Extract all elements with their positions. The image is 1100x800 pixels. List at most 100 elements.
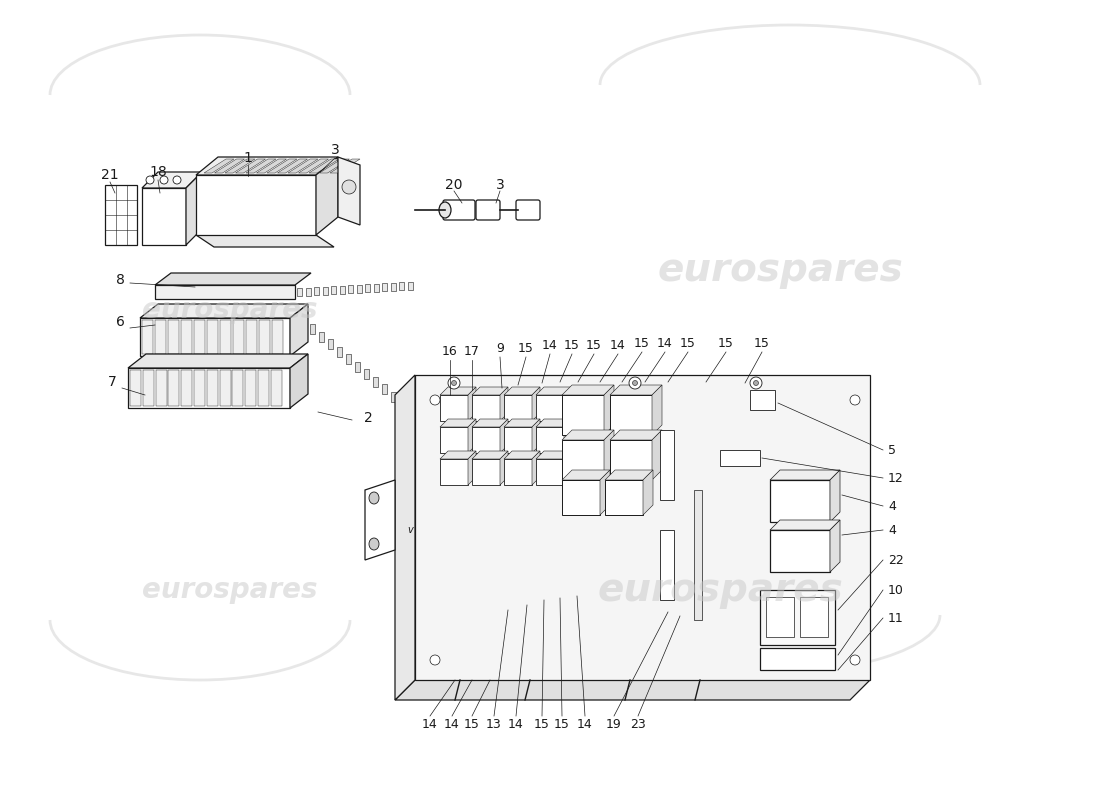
Text: 15: 15 [535,718,550,731]
Polygon shape [610,430,662,440]
FancyBboxPatch shape [142,320,153,354]
Ellipse shape [750,377,762,389]
FancyBboxPatch shape [427,422,432,431]
FancyBboxPatch shape [168,370,179,406]
Ellipse shape [451,381,456,386]
FancyBboxPatch shape [220,320,231,354]
Polygon shape [770,470,840,480]
FancyBboxPatch shape [750,390,776,410]
FancyBboxPatch shape [374,283,378,291]
Polygon shape [472,419,508,427]
Text: 15: 15 [586,339,602,352]
Polygon shape [830,470,840,522]
Polygon shape [440,419,476,427]
Text: 23: 23 [630,718,646,731]
FancyBboxPatch shape [504,427,532,453]
Ellipse shape [430,655,440,665]
FancyBboxPatch shape [694,490,702,620]
Polygon shape [440,387,476,395]
FancyBboxPatch shape [660,530,674,600]
FancyBboxPatch shape [182,320,192,354]
Text: 3: 3 [496,178,505,192]
Polygon shape [256,159,286,173]
Text: eurospares: eurospares [657,251,903,289]
Polygon shape [415,375,870,680]
FancyBboxPatch shape [199,215,209,229]
Polygon shape [214,159,244,173]
Polygon shape [600,470,610,515]
FancyBboxPatch shape [399,282,404,290]
FancyBboxPatch shape [610,395,652,435]
FancyBboxPatch shape [766,597,794,637]
Polygon shape [500,451,508,485]
Ellipse shape [754,381,759,386]
FancyBboxPatch shape [340,286,344,294]
Text: 15: 15 [755,337,770,350]
Polygon shape [472,387,508,395]
Polygon shape [365,480,395,560]
FancyBboxPatch shape [199,195,209,209]
FancyBboxPatch shape [409,406,414,417]
FancyBboxPatch shape [418,414,424,424]
Polygon shape [468,451,476,485]
Polygon shape [500,387,508,421]
Text: 21: 21 [101,168,119,182]
Polygon shape [140,304,308,318]
FancyBboxPatch shape [770,480,830,522]
Polygon shape [770,520,840,530]
FancyBboxPatch shape [140,318,290,356]
FancyBboxPatch shape [348,285,353,293]
Polygon shape [319,159,350,173]
FancyBboxPatch shape [536,459,564,485]
FancyBboxPatch shape [207,370,218,406]
Text: 15: 15 [518,342,534,355]
Text: 14: 14 [657,337,673,350]
Text: 22: 22 [888,554,904,566]
Text: 16: 16 [442,345,458,358]
Text: 15: 15 [554,718,570,731]
FancyBboxPatch shape [472,427,500,453]
Polygon shape [604,385,614,435]
Text: 9: 9 [496,342,504,355]
FancyBboxPatch shape [314,287,319,295]
Text: 12: 12 [888,471,904,485]
Text: 14: 14 [542,339,558,352]
Polygon shape [142,172,202,188]
FancyBboxPatch shape [440,459,467,485]
Polygon shape [277,159,308,173]
Polygon shape [532,419,540,453]
FancyBboxPatch shape [297,288,302,296]
Text: 10: 10 [888,583,904,597]
Polygon shape [500,419,508,453]
Text: 14: 14 [610,339,626,352]
Text: eurospares: eurospares [142,576,318,604]
Ellipse shape [448,377,460,389]
Text: 15: 15 [464,718,480,731]
Text: 2: 2 [364,411,373,425]
FancyBboxPatch shape [440,395,467,421]
Text: 14: 14 [578,718,593,731]
FancyBboxPatch shape [194,370,205,406]
FancyBboxPatch shape [182,370,192,406]
FancyBboxPatch shape [356,285,362,293]
Polygon shape [564,419,572,453]
Text: 15: 15 [680,337,696,350]
FancyBboxPatch shape [355,362,360,371]
Text: 17: 17 [464,345,480,358]
FancyBboxPatch shape [504,395,532,421]
Polygon shape [290,354,308,408]
Polygon shape [536,419,572,427]
Text: 19: 19 [606,718,621,731]
FancyBboxPatch shape [331,286,335,294]
Polygon shape [226,159,255,173]
FancyBboxPatch shape [605,480,643,515]
Text: 18: 18 [150,165,167,179]
FancyBboxPatch shape [760,590,835,645]
Polygon shape [440,451,476,459]
FancyBboxPatch shape [382,384,387,394]
Ellipse shape [632,381,638,386]
FancyBboxPatch shape [310,324,315,334]
Polygon shape [564,451,572,485]
FancyBboxPatch shape [207,320,218,354]
Polygon shape [532,451,540,485]
